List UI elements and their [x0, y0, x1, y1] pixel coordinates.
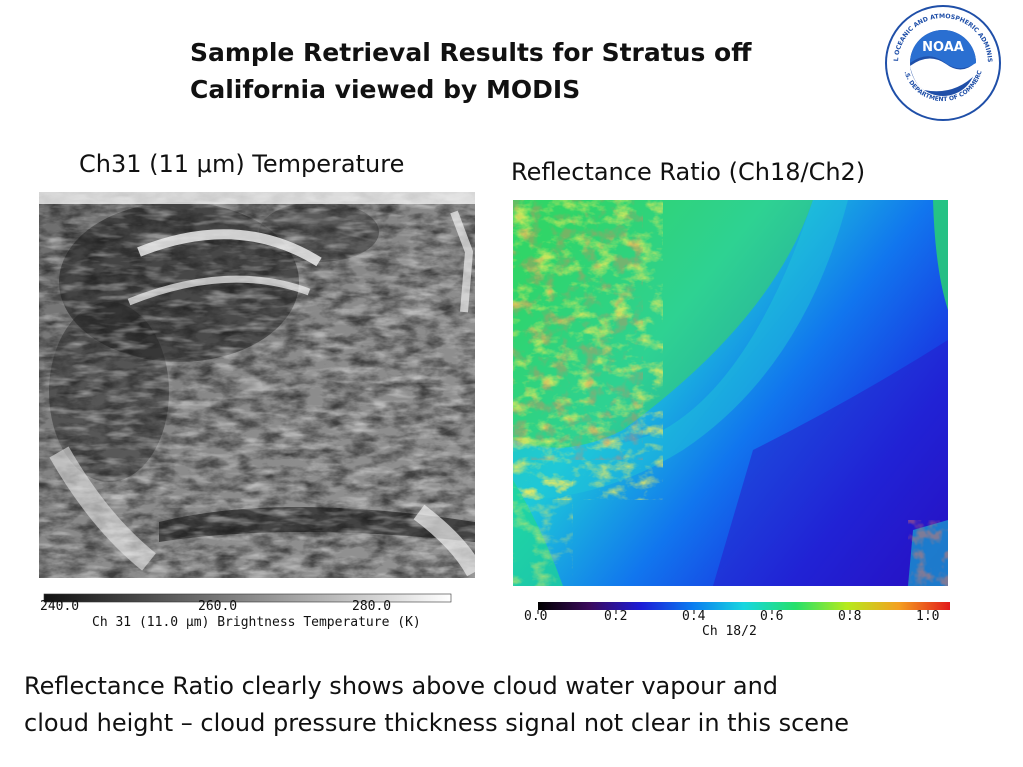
- colorbar-gradient: [538, 602, 950, 610]
- logo-wordmark: NOAA: [922, 40, 964, 55]
- colorbar-tick-label: 0.8: [838, 609, 861, 624]
- slide-title-line1: Sample Retrieval Results for Stratus off: [190, 38, 752, 67]
- slide-caption: Reflectance Ratio clearly shows above cl…: [24, 668, 1014, 742]
- bird-icon: [910, 58, 976, 92]
- colorbar-label: Ch 18/2: [702, 624, 757, 639]
- colorbar-tick-label: 240.0: [40, 599, 79, 614]
- colorbar-tick-label: 260.0: [198, 599, 237, 614]
- colorbar-label: Ch 31 (11.0 μm) Brightness Temperature (…: [92, 615, 421, 630]
- colorbar-tick-label: 0.2: [604, 609, 627, 624]
- colorbar-tick-label: 0.4: [682, 609, 706, 624]
- brightness-temperature-image: [39, 192, 475, 578]
- left-panel-label: Ch31 (11 μm) Temperature: [79, 150, 405, 178]
- colorbar-tick-label: 280.0: [352, 599, 391, 614]
- colorbar-tick-label: 1.0: [916, 609, 939, 624]
- colorbar-tick-label: 0.0: [524, 609, 547, 624]
- right-panel-label: Reflectance Ratio (Ch18/Ch2): [511, 158, 866, 186]
- colorbar-gradient: [43, 593, 452, 603]
- caption-line1: Reflectance Ratio clearly shows above cl…: [24, 672, 779, 700]
- reflectance-ratio-colorbar: 0.0 0.2 0.4 0.6 0.8 1.0 Ch 18/2: [524, 602, 950, 639]
- colorbar-tick-label: 0.6: [760, 609, 783, 624]
- reflectance-ratio-image: [513, 200, 948, 586]
- slide-title-line2: California viewed by MODIS: [190, 75, 581, 104]
- caption-line2: cloud height – cloud pressure thickness …: [24, 709, 850, 737]
- noaa-logo: NATIONAL OCEANIC AND ATMOSPHERIC ADMINIS…: [884, 4, 1001, 121]
- slide-title: Sample Retrieval Results for Stratus off…: [190, 34, 830, 108]
- brightness-temperature-colorbar: 240.0 260.0 280.0 Ch 31 (11.0 μm) Bright…: [40, 593, 452, 630]
